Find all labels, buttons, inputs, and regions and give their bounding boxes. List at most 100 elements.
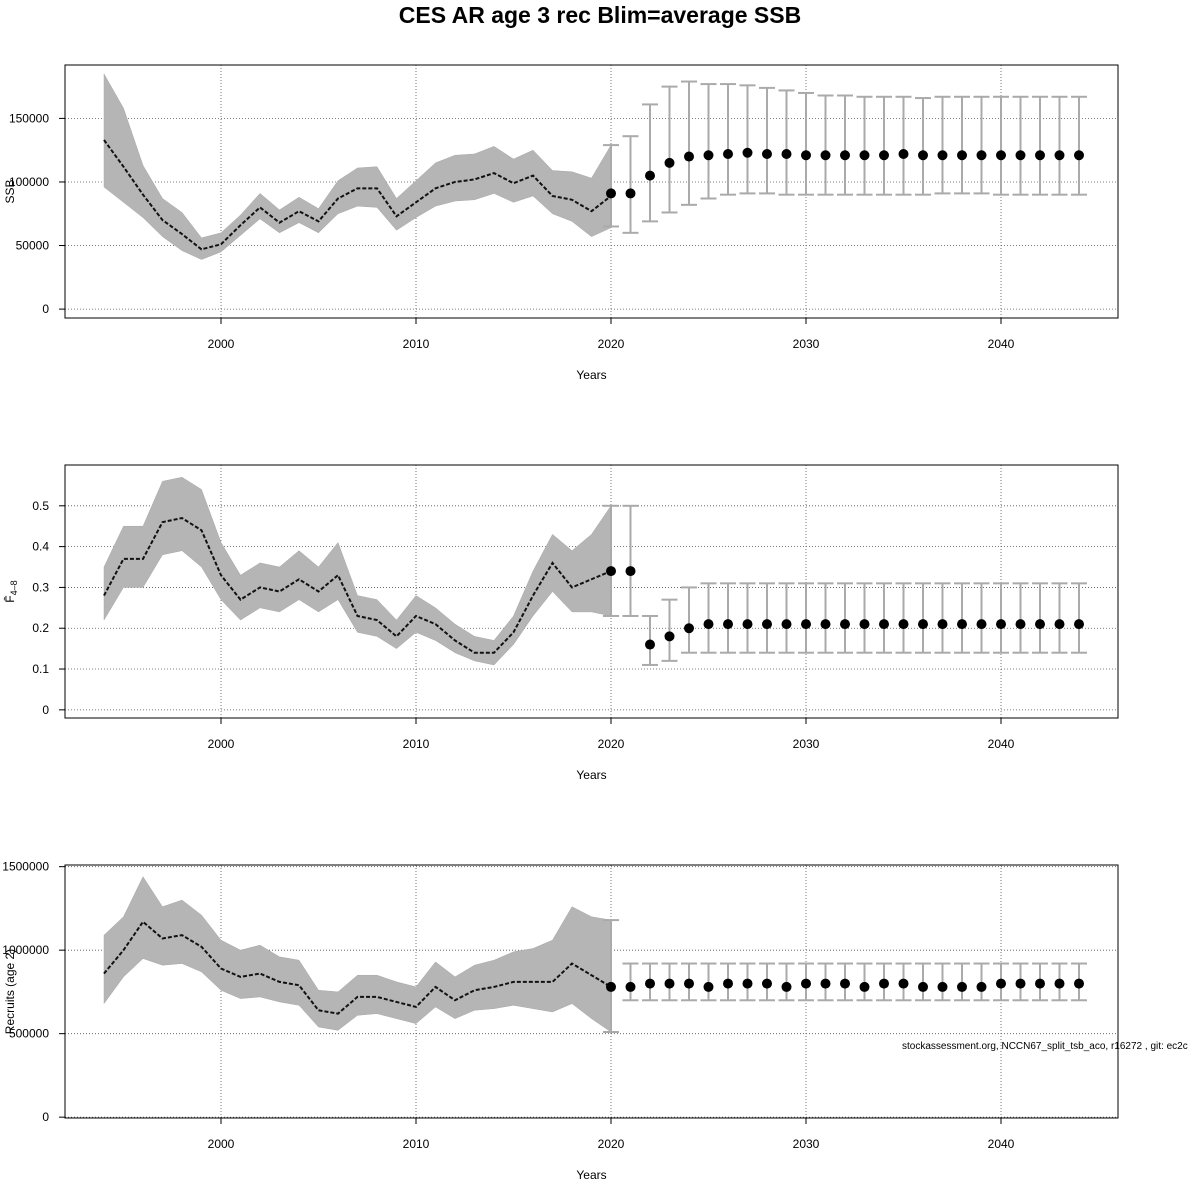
forecast-point <box>840 619 850 630</box>
forecast-point <box>898 619 909 630</box>
forecast-point <box>879 150 889 161</box>
y-tick-label: 0 <box>42 302 49 316</box>
chart-panel-1: 2000 2010 2020 2030 2040 0 50000 100000 150000 Ye… <box>3 64 1119 382</box>
forecast-point <box>918 619 928 630</box>
forecast-point <box>859 981 870 992</box>
plot-frame <box>64 64 1119 319</box>
forecast-point <box>957 150 967 161</box>
forecast-point <box>742 147 753 158</box>
forecast-point <box>723 619 733 630</box>
y-axis-label: SSB <box>3 179 17 203</box>
x-tick-label: 2040 <box>988 337 1015 351</box>
confidence-band <box>103 876 612 1033</box>
forecast-point <box>996 978 1006 989</box>
x-tick-label: 2040 <box>988 737 1015 751</box>
y-tick-label: 1000000 <box>2 943 49 957</box>
forecast-point <box>625 981 636 992</box>
forecast-point <box>1074 978 1084 989</box>
forecast-point <box>664 157 675 168</box>
x-tick-label: 2020 <box>598 737 625 751</box>
x-axis-label: Years <box>576 368 606 382</box>
forecast-point <box>762 619 772 630</box>
forecast-point <box>742 978 753 989</box>
forecast-point <box>840 150 850 161</box>
forecast-point <box>976 619 987 630</box>
x-axis-label: Years <box>576 768 606 782</box>
forecast-point <box>1035 978 1045 989</box>
forecast-point <box>606 981 616 992</box>
chart-panel-2: 2000 2010 2020 2030 2040 0 0.1 0.2 0.3 0.4 0.5 Year… <box>3 464 1119 782</box>
x-tick-label: 2000 <box>208 1137 235 1151</box>
forecast-point <box>645 978 655 989</box>
forecast-point <box>684 978 694 989</box>
forecast-point <box>937 981 948 992</box>
chart-panel-3: 2000 2010 2020 2030 2040 0 500000 1000000 150000… <box>2 860 1119 1182</box>
confidence-band <box>103 72 612 260</box>
forecast-point <box>937 150 948 161</box>
plot-frame <box>64 464 1119 719</box>
forecast-point <box>762 148 772 159</box>
forecast-point <box>1054 619 1065 630</box>
x-tick-label: 2000 <box>208 337 235 351</box>
forecast-point <box>957 619 967 630</box>
forecast-point <box>645 639 655 650</box>
forecast-point <box>1015 978 1026 989</box>
forecast-point <box>976 150 987 161</box>
y-axis-label-subscript: 4–8 <box>9 580 19 595</box>
forecast-point <box>820 150 831 161</box>
forecast-point <box>742 619 753 630</box>
forecast-point <box>937 619 948 630</box>
forecast-point <box>898 148 909 159</box>
forecast-point <box>996 150 1006 161</box>
y-axis-label: F̄4–8 <box>3 580 19 602</box>
forecast-point <box>1054 978 1065 989</box>
forecast-point <box>723 978 733 989</box>
confidence-band <box>103 476 612 666</box>
forecast-point <box>801 150 811 161</box>
page-title: CES AR age 3 rec Blim=average SSB <box>398 2 802 28</box>
y-tick-label: 0.2 <box>32 621 49 635</box>
x-tick-label: 2010 <box>403 737 430 751</box>
y-tick-label: 150000 <box>9 111 49 125</box>
forecast-point <box>703 981 714 992</box>
forecast-point <box>1074 619 1084 630</box>
forecast-point <box>859 619 870 630</box>
y-tick-label: 50000 <box>16 239 50 253</box>
forecast-point <box>664 631 675 642</box>
forecast-point <box>879 619 889 630</box>
forecast-point <box>625 566 636 577</box>
y-tick-label: 0 <box>42 1110 49 1124</box>
forecast-point <box>606 566 616 577</box>
estimate-line <box>103 516 612 654</box>
x-tick-label: 2010 <box>403 337 430 351</box>
forecast-point <box>879 978 889 989</box>
plot-frame <box>64 864 1119 1119</box>
forecast-point <box>1015 150 1026 161</box>
forecast-point <box>781 981 792 992</box>
forecast-point <box>625 188 636 199</box>
forecast-point <box>781 148 792 159</box>
forecast-point <box>976 981 987 992</box>
forecast-point <box>1015 619 1026 630</box>
y-axis-label: Recruits (age 2) <box>3 949 17 1034</box>
forecast-point <box>918 981 928 992</box>
forecast-point <box>820 619 831 630</box>
forecast-point <box>684 623 694 634</box>
forecast-point <box>723 148 733 159</box>
estimate-line <box>103 920 612 1015</box>
forecast-point <box>703 150 714 161</box>
x-tick-label: 2000 <box>208 737 235 751</box>
forecast-point <box>957 981 967 992</box>
x-tick-label: 2020 <box>598 1137 625 1151</box>
y-tick-label: 500000 <box>9 1027 49 1041</box>
x-tick-label: 2020 <box>598 337 625 351</box>
forecast-point <box>1054 150 1065 161</box>
y-tick-label: 0.3 <box>32 580 49 594</box>
forecast-point <box>898 978 909 989</box>
x-tick-label: 2030 <box>793 337 820 351</box>
forecast-point <box>762 978 772 989</box>
forecast-point <box>606 188 616 199</box>
forecast-point <box>996 619 1006 630</box>
forecast-point <box>1035 619 1045 630</box>
